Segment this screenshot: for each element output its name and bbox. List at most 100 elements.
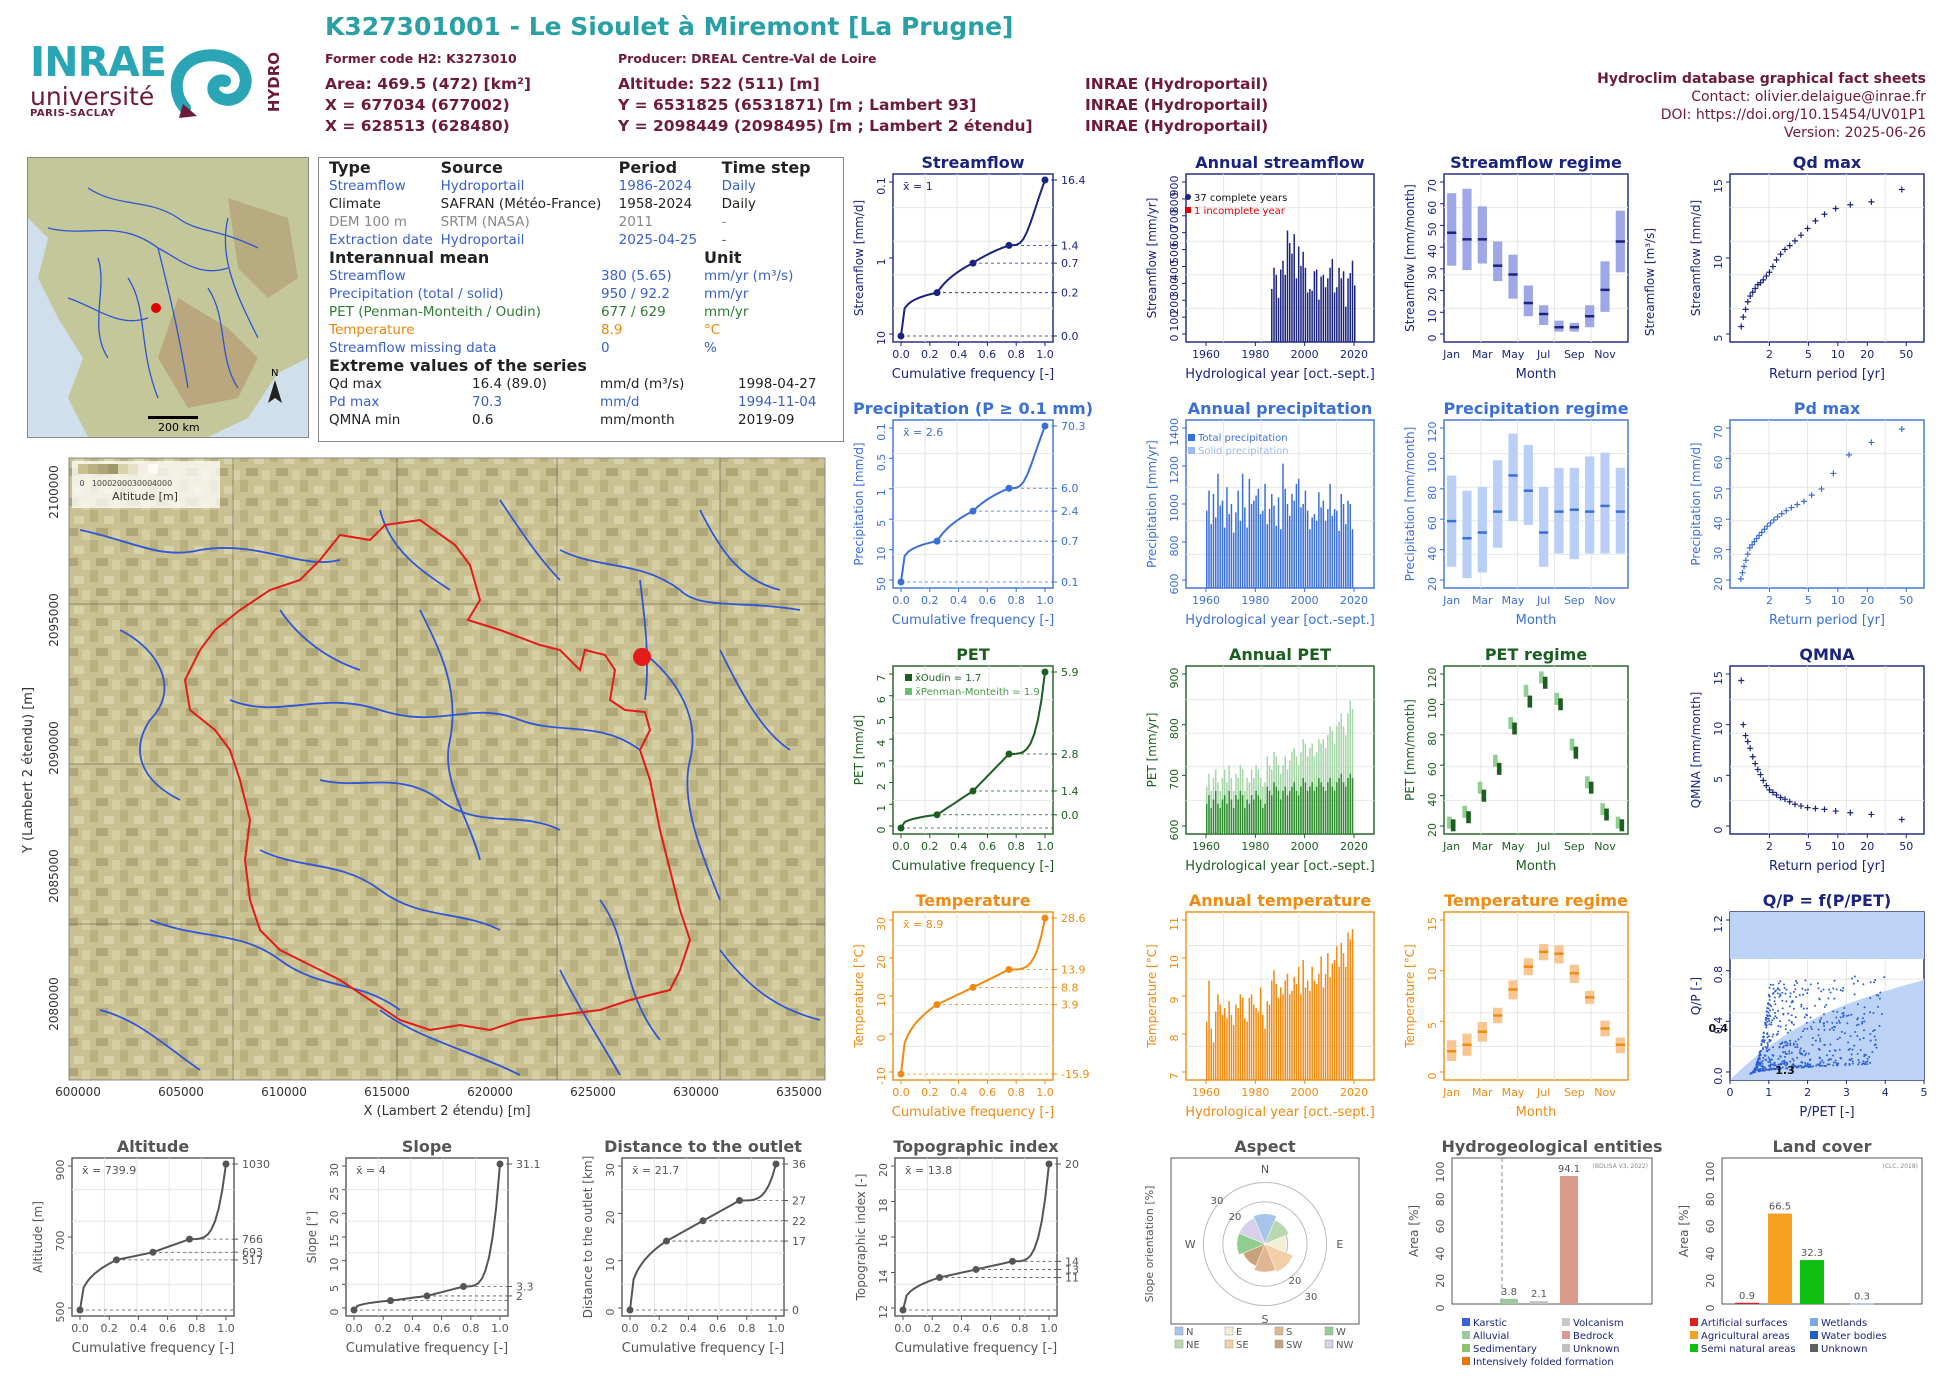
annual-bar — [1264, 1028, 1266, 1080]
cell: Streamflow — [329, 178, 406, 194]
qp-point — [1765, 1023, 1768, 1026]
qp-point — [1854, 1030, 1857, 1033]
annual-bar — [1280, 773, 1282, 834]
y-axis-label: Streamflow [mm/d] — [1689, 200, 1703, 316]
x-tick-label: 20 — [1860, 348, 1874, 361]
y-tick-label: 6 — [875, 696, 888, 703]
rp-point — [1746, 544, 1753, 551]
y-tick-label: 200 — [1168, 294, 1181, 315]
y-tick-label: 0.0 — [1061, 809, 1079, 822]
legend-label: Wetlands — [1821, 1318, 1867, 1329]
y-tick-label: 10 — [1426, 309, 1439, 323]
annual-bar-secondary — [1232, 808, 1235, 834]
qp-point — [1778, 988, 1781, 991]
legend-marker — [1562, 1331, 1570, 1339]
y-axis-label: Slope [°] — [305, 1211, 319, 1263]
mean-label: x̄ = 21.7 — [632, 1164, 679, 1177]
y-tick-label: 10 — [604, 1258, 617, 1272]
qp-point — [1763, 1039, 1766, 1042]
quantile-point — [496, 1160, 504, 1168]
qp-point — [1850, 1013, 1853, 1016]
rp-point — [1792, 801, 1799, 808]
annual-bar — [1313, 271, 1316, 342]
annual-bar — [1345, 734, 1347, 834]
info-table: Type Source Period Time step Streamflow H… — [318, 157, 844, 442]
qp-point — [1856, 1017, 1859, 1020]
qp-point — [1851, 977, 1854, 980]
annual-bar — [1244, 507, 1246, 588]
annual-bar — [1237, 1008, 1239, 1080]
chart-title: Qd max — [1793, 153, 1862, 172]
bar-label: 2.1 — [1531, 1289, 1547, 1300]
annual-bar — [1210, 1028, 1212, 1080]
qp-point — [1779, 993, 1782, 996]
qp-point — [1804, 979, 1807, 982]
y-tick-label: 60 — [1712, 455, 1725, 469]
y-axis-label: Temperature [°C] — [1403, 944, 1417, 1049]
rp-point — [1868, 439, 1875, 446]
annual-bar — [1237, 778, 1239, 834]
qp-point — [1811, 1043, 1814, 1046]
x-tick-label: 3 — [1843, 1086, 1850, 1099]
y-tick-label: 0 — [1426, 1073, 1439, 1080]
rp-point — [1773, 256, 1780, 263]
annual-bar-secondary — [1228, 790, 1230, 834]
qp-point — [1761, 1046, 1764, 1049]
annual-bar — [1230, 504, 1233, 588]
y-tick-label: 80 — [1426, 732, 1439, 746]
annual-bar — [1241, 473, 1244, 588]
annual-bar — [1320, 507, 1322, 588]
qp-point — [1765, 1059, 1768, 1062]
qp-point — [1752, 1069, 1755, 1072]
y-tick-label: 10 — [875, 331, 888, 345]
x-tick-label: 0.2 — [923, 1322, 941, 1335]
qp-point — [1823, 1013, 1826, 1016]
qp-point — [1766, 1036, 1769, 1039]
qp-point — [1777, 982, 1780, 985]
qp-point — [1804, 1062, 1807, 1065]
quantile-point — [897, 578, 905, 586]
y-tick-label: 2.4 — [1061, 505, 1079, 518]
qp-point — [1827, 1059, 1830, 1062]
ring — [1202, 1181, 1328, 1307]
qp-point — [1754, 1068, 1757, 1071]
map-labels — [0, 450, 840, 1120]
rp-point — [1752, 285, 1759, 292]
quantile-point — [933, 811, 941, 819]
rp-point — [1752, 760, 1759, 767]
x-tick-label: 1.0 — [491, 1322, 509, 1335]
qp-point — [1784, 1052, 1787, 1055]
rp-point — [1830, 470, 1837, 477]
qp-point — [1772, 1063, 1775, 1066]
x-tick-label: Jul — [1536, 348, 1550, 361]
qp-point — [1856, 1018, 1859, 1021]
database-meta: Hydroclim database graphical fact sheets… — [1597, 70, 1926, 142]
annual-bar — [1232, 532, 1235, 588]
qp-point — [1772, 983, 1775, 986]
x-axis-label: Return period [yr] — [1769, 859, 1885, 874]
rp-point — [1797, 232, 1804, 239]
qp-point — [1833, 997, 1836, 1000]
chart-title: Pd max — [1794, 399, 1861, 418]
qp-point — [1766, 1068, 1769, 1071]
x-tick-label: 1.0 — [767, 1322, 785, 1335]
qp-point — [1818, 1048, 1821, 1051]
qp-point — [1862, 983, 1865, 986]
rp-point — [1792, 237, 1799, 244]
annual-bar — [1212, 1042, 1215, 1080]
qp-point — [1772, 1033, 1775, 1036]
annual-bar — [1248, 782, 1251, 834]
qp-point — [1753, 1068, 1756, 1071]
y-tick-label: 2095000 — [47, 593, 61, 646]
qp-point — [1767, 1011, 1770, 1014]
annual-bar — [1288, 760, 1291, 834]
x-tick-label: 0 — [1727, 1086, 1734, 1099]
y-tick-label: 10 — [328, 1258, 341, 1272]
legend-label: NW — [1336, 1340, 1353, 1351]
qp-point — [1797, 1038, 1800, 1041]
qp-point — [1767, 1017, 1770, 1020]
annual-bar — [1280, 987, 1282, 1080]
annual-bar-secondary — [1277, 790, 1280, 834]
aspect-wedge — [1242, 1243, 1266, 1267]
